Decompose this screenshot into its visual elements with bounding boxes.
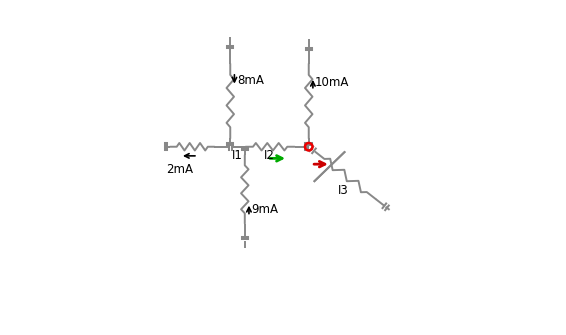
Text: 2mA: 2mA: [166, 162, 194, 176]
Text: I1: I1: [232, 149, 243, 162]
Text: I3: I3: [338, 184, 349, 197]
Text: 8mA: 8mA: [238, 74, 265, 87]
Text: 9mA: 9mA: [251, 203, 278, 216]
Text: 10mA: 10mA: [315, 76, 349, 89]
Text: I2: I2: [264, 149, 275, 162]
